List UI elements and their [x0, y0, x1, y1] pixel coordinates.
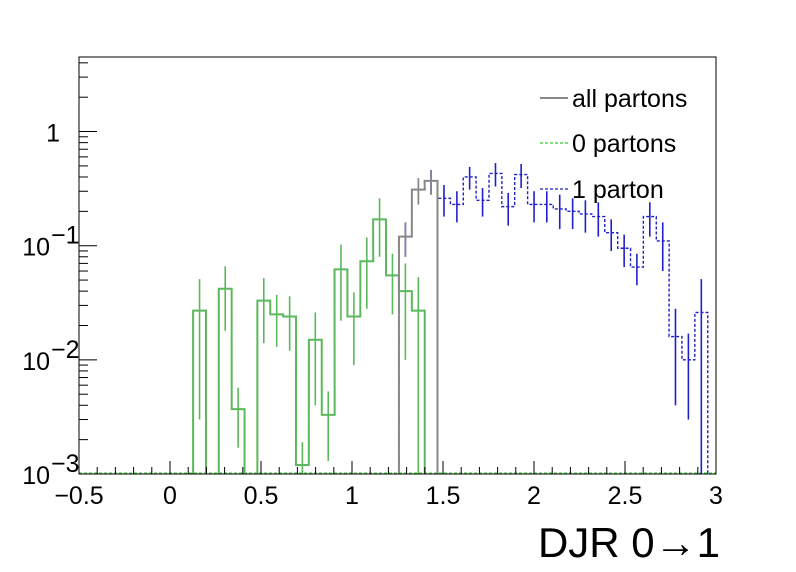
legend-label: 0 partons [572, 130, 676, 158]
legend: all partons 0 partons 1 parton [540, 85, 687, 204]
axes-layer: −0.5 0 0.5 1 1.5 2 2.5 310 −310 −210 −11 [22, 56, 723, 510]
x-tick-label: 3 [709, 482, 723, 510]
x-tick-label: 0 [163, 482, 177, 510]
x-tick-label: 0.5 [244, 482, 279, 510]
legend-item-0-partons: 0 partons [540, 130, 676, 158]
series-0-partons [192, 198, 426, 474]
x-tick-label: 2.5 [608, 482, 643, 510]
y-tick-label: 10 [22, 234, 50, 262]
series-1-parton [398, 163, 709, 474]
legend-label: 1 parton [572, 176, 664, 204]
x-axis-title: DJR 0→1 [538, 519, 720, 566]
series-layer [79, 163, 716, 474]
legend-label: all partons [572, 85, 687, 113]
x-tick-label: 1.5 [426, 482, 461, 510]
y-tick-label: 10 [22, 348, 50, 376]
plot-frame [78, 56, 717, 475]
series-all-partons [397, 170, 439, 474]
y-tick-exponent: −1 [51, 222, 80, 250]
x-tick-label: −0.5 [54, 482, 103, 510]
y-tick-exponent: −3 [51, 450, 80, 478]
y-tick-exponent: −2 [51, 336, 80, 364]
y-tick-label: 1 [46, 120, 60, 148]
x-tick-label: 1 [345, 482, 359, 510]
legend-item-1-parton: 1 parton [540, 176, 664, 204]
legend-item-all-partons: all partons [540, 85, 687, 113]
histogram-steps [192, 218, 426, 474]
y-tick-label: 10 [22, 462, 50, 490]
histogram-steps [398, 172, 709, 474]
x-tick-label: 2 [527, 482, 541, 510]
